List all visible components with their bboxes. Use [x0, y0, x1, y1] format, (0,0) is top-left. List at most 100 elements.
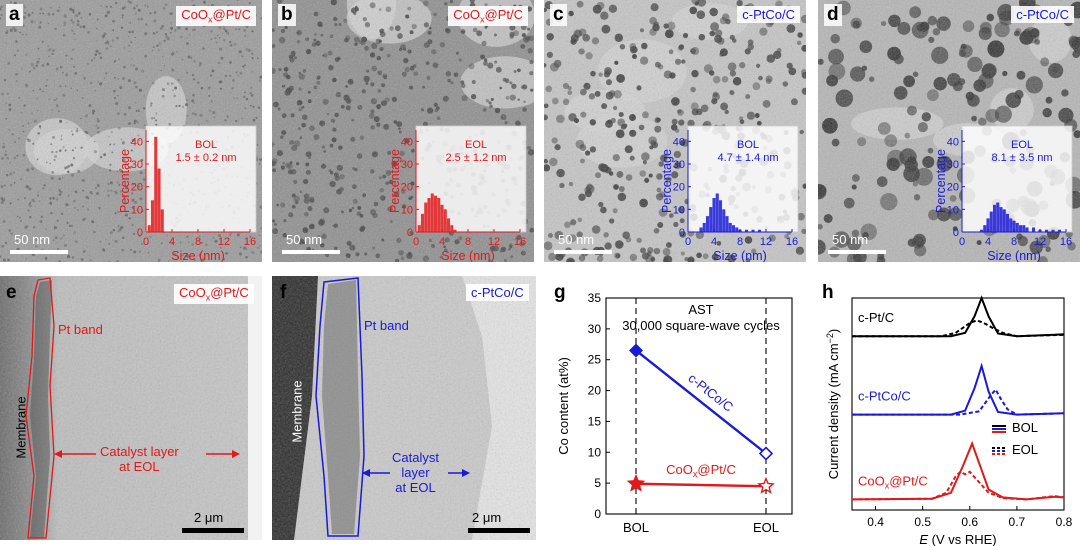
y-tick-label: 35 — [588, 291, 602, 305]
histogram-bar — [1025, 227, 1029, 232]
histogram-bar — [157, 168, 161, 232]
series-label: c-PtCo/C — [858, 389, 911, 404]
histogram-bar — [417, 225, 421, 232]
panel-b: b CoOx@Pt/C 50 nm 0 10 20 30 40 0 4 8 12 16 Size (nm)… — [272, 0, 534, 262]
series-label: CoOx@Pt/C — [858, 473, 928, 490]
x-tick-label: 0.4 — [867, 515, 884, 529]
histogram-bar — [424, 202, 428, 232]
panel-letter-f: f — [280, 282, 287, 303]
curve-eol — [852, 319, 1065, 338]
scale-bar-label: 50 nm — [14, 232, 51, 247]
panel-letter-g: g — [554, 282, 566, 303]
x-tick-label: 0 — [143, 236, 149, 248]
y-axis-label: Percentage — [660, 149, 674, 213]
histogram-bar — [699, 227, 703, 232]
panel-h: h 0.4 0.5 0.6 0.7 0.8 E (V vs RHE) Current den… — [808, 276, 1080, 546]
state-label: EOL — [465, 139, 487, 151]
x-tick-label: 16 — [514, 236, 526, 248]
x-tick-label: 0.5 — [914, 515, 931, 529]
y-tick-label: 40 — [947, 136, 959, 148]
scale-bar-label: 2 μm — [194, 510, 224, 525]
pt-band-outline — [315, 277, 365, 537]
panel-a: a CoOx@Pt/C 50 nm 0 10 20 30 40 0 4 8 12 16 Size (nm)… — [0, 0, 262, 262]
state-label: EOL — [1011, 139, 1033, 151]
histogram-bar — [1057, 229, 1062, 232]
y-tick-label: 20 — [947, 182, 959, 194]
panel-d: d c-PtCo/C 50 nm 0 10 20 30 40 0 4 8 12 16 Size (nm) P… — [818, 0, 1080, 262]
x-tick-label: 12 — [760, 236, 772, 248]
histogram-bar — [1005, 213, 1010, 232]
pt-band-outline — [25, 277, 55, 539]
x-tick-label: 0.6 — [961, 515, 978, 529]
histogram-bar — [450, 225, 454, 232]
y-tick-label: 30 — [673, 159, 685, 171]
size-stat: 8.1 ± 3.5 nm — [991, 152, 1052, 164]
y-tick-label: 10 — [673, 204, 685, 216]
x-tick-label: 16 — [1060, 236, 1072, 248]
scale-bar-label: 50 nm — [286, 232, 323, 247]
histogram-bar — [702, 222, 706, 232]
size-histogram-inset: 0 10 20 30 40 0 4 8 12 16 Size (nm) Percentage EOL2.… — [388, 125, 527, 262]
sample-tag: c-PtCo/C — [1011, 6, 1074, 23]
data-point — [626, 473, 646, 492]
histogram-bar — [150, 200, 155, 232]
x-tick-label: 12 — [488, 236, 500, 248]
histogram-bar — [1012, 220, 1016, 232]
panel-letter-b: b — [278, 4, 296, 26]
y-tick-label: 20 — [588, 384, 602, 398]
panel-f-sample-tag: c-PtCo/C — [466, 284, 529, 301]
x-axis-label: Size (nm) — [987, 249, 1040, 262]
x-axis-label: E (V vs RHE) — [919, 532, 996, 546]
histogram-bar — [160, 209, 164, 232]
legend-label: BOL — [1012, 420, 1038, 435]
sample-tag: CoOx@Pt/C — [448, 6, 528, 26]
histogram-bar — [437, 198, 441, 232]
y-tick-label: 40 — [131, 136, 143, 148]
catalyst-arrow — [362, 469, 470, 477]
state-label: BOL — [195, 139, 217, 151]
histogram-bar — [731, 225, 736, 232]
series-line-ptco — [635, 349, 767, 455]
y-axis-label: Current density (mA cm−2) — [825, 329, 841, 479]
y-axis-label: Percentage — [934, 149, 948, 213]
histogram-bar — [705, 216, 710, 232]
scale-bar-label: 2 μm — [472, 510, 502, 525]
y-tick-label: 25 — [588, 353, 602, 367]
histogram-bar — [728, 222, 732, 232]
size-histogram-inset: 0 10 20 30 40 0 4 8 12 16 Size (nm) Percentage BOL1.… — [118, 125, 257, 262]
histogram-bar — [430, 193, 434, 232]
histogram-bar — [722, 209, 726, 232]
sample-tag: CoOx@Pt/C — [176, 6, 256, 26]
x-tick-label: 0 — [413, 236, 419, 248]
data-point — [757, 476, 775, 494]
histogram-bar — [757, 229, 762, 232]
catalyst-arrow — [54, 450, 240, 458]
histogram-bar — [1044, 229, 1049, 232]
curve-bol — [852, 362, 1065, 416]
curve-eol — [852, 387, 1065, 416]
x-tick-label: 0 — [959, 236, 965, 248]
histogram-bar — [1009, 218, 1013, 232]
size-histogram-inset: 0 10 20 30 40 0 4 8 12 16 Size (nm) Percentage EOL8.… — [934, 125, 1073, 262]
catalyst-layer-label: Catalyst layer at EOL — [100, 444, 179, 474]
y-tick-label: 15 — [588, 414, 602, 428]
histogram-bar — [1038, 229, 1042, 232]
histogram-bar — [712, 198, 716, 232]
y-axis-label: Co content (at%) — [556, 357, 571, 455]
histogram-bar — [1018, 225, 1023, 232]
chart-title: AST — [688, 302, 713, 317]
histogram-bar — [989, 211, 993, 232]
histogram-bar — [1015, 222, 1019, 232]
y-tick-label: 10 — [401, 204, 413, 216]
size-stat: 1.5 ± 0.2 nm — [175, 152, 236, 164]
data-point — [758, 446, 774, 461]
x-axis-label: Size (nm) — [713, 249, 766, 262]
histogram-bar — [453, 229, 457, 232]
tem-image-f — [272, 276, 536, 540]
series-label: c-Pt/C — [858, 310, 894, 325]
y-tick-label: 10 — [947, 204, 959, 216]
series-line-coox — [635, 482, 767, 488]
x-tick-label: 8 — [1011, 236, 1017, 248]
x-tick-label: BOL — [623, 520, 649, 535]
y-tick-label: 30 — [588, 322, 602, 336]
